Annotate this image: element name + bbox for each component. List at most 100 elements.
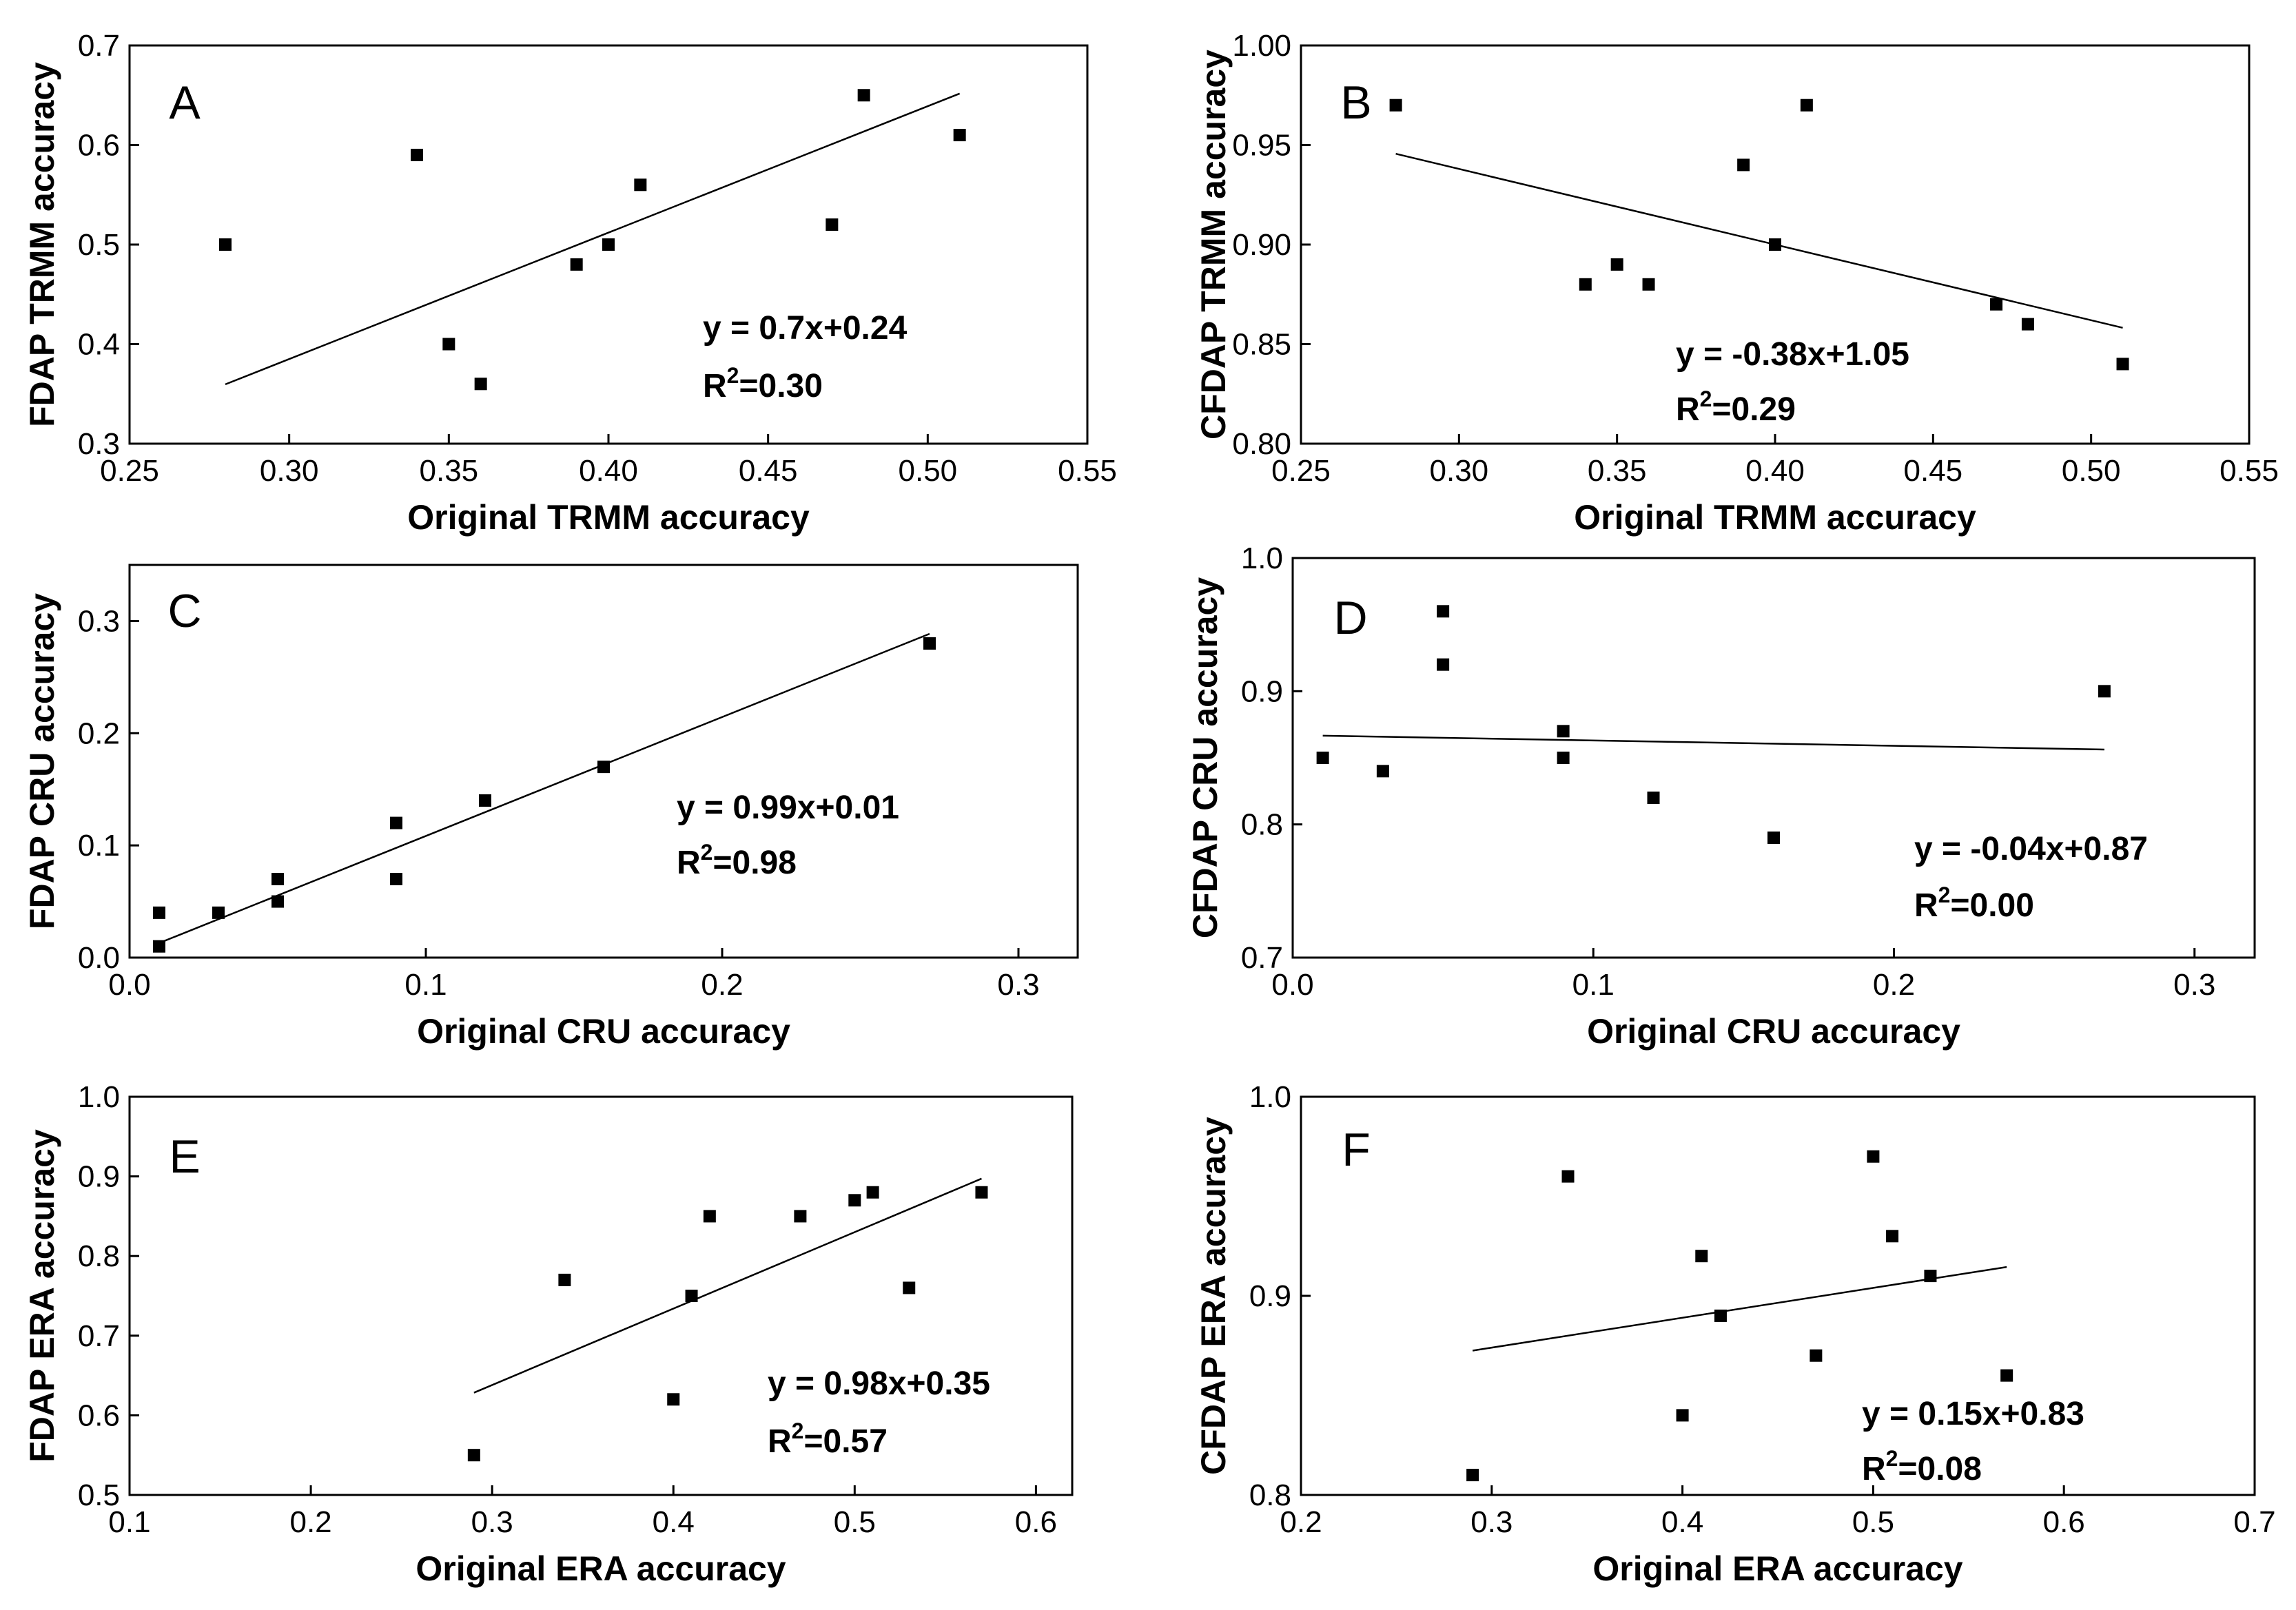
panel-f: 0.2 0.3 0.4 0.5 0.6 0.7 0.8 0.9 1.0 Original ERA … (1194, 1080, 2276, 1588)
plot-frame (128, 1095, 1074, 1496)
data-point (1316, 752, 1329, 764)
panel-letter: D (1333, 592, 1367, 644)
y-tick-label: 0.9 (1241, 674, 1283, 708)
x-tick-label: 0.3 (997, 968, 1039, 1002)
data-point (1886, 1230, 1899, 1243)
y-tick-label: 0.0 (78, 941, 120, 975)
x-tick-label: 0.40 (1745, 454, 1805, 488)
data-point (219, 238, 232, 251)
x-tick-label: 0.30 (260, 454, 319, 488)
data-point (685, 1290, 698, 1302)
panel-letter: C (167, 585, 201, 637)
data-point (667, 1393, 680, 1406)
data-point (411, 148, 423, 161)
y-tick-label: 0.9 (78, 1160, 120, 1194)
data-point (703, 1210, 716, 1223)
x-tick-label: 0.1 (404, 968, 447, 1002)
x-tick-label: 0.2 (289, 1505, 331, 1539)
y-axis-label: FDAP ERA accuracy (23, 1129, 61, 1463)
regression-line (225, 92, 961, 386)
y-tick-label: 0.5 (78, 1478, 120, 1512)
panel-c: 0.0 0.1 0.2 0.3 0.0 0.1 0.2 0.3 Original CRU acc… (23, 564, 1079, 1051)
plot-frame (1291, 557, 2256, 959)
y-axis-label: CFDAP CRU accuracy (1186, 577, 1224, 938)
r-squared-label: R2=0.08 (1862, 1446, 1982, 1487)
data-point (2116, 358, 2129, 371)
y-tick-label: 0.5 (78, 228, 120, 262)
data-point (1437, 658, 1450, 671)
y-tick-label: 1.0 (1241, 541, 1283, 575)
y-tick-label: 0.6 (78, 129, 120, 163)
x-tick-label: 0.0 (1271, 968, 1313, 1002)
panel-e: 0.1 0.2 0.3 0.4 0.5 0.6 0.5 0.6 0.7 0.8 0.9 1.0 Orig… (23, 1080, 1074, 1588)
regression-line (1322, 734, 2104, 751)
data-point (2021, 318, 2034, 331)
data-point (1389, 99, 1402, 112)
data-point (975, 1186, 988, 1199)
data-point (866, 1186, 879, 1199)
data-point (271, 873, 284, 885)
data-point (271, 895, 284, 908)
x-tick-label: 0.2 (701, 968, 743, 1002)
x-axis-label: Original CRU accuracy (417, 1012, 790, 1051)
y-tick-label: 0.1 (78, 829, 120, 863)
data-point (153, 940, 165, 953)
x-tick-label: 0.55 (2220, 454, 2279, 488)
regression-equation: y = -0.38x+1.05 (1676, 336, 1909, 373)
x-axis-label: Original TRMM accuracy (1574, 498, 1976, 537)
y-tick-label: 0.95 (1232, 129, 1291, 163)
regression-line (473, 1177, 982, 1394)
x-tick-label: 0.4 (653, 1505, 695, 1539)
panel-letter: F (1342, 1124, 1371, 1176)
x-tick-label: 0.4 (1661, 1505, 1703, 1539)
r-squared-label: R2=0.29 (1676, 386, 1796, 428)
x-tick-label: 0.25 (100, 454, 159, 488)
plot-frame (1300, 1095, 2256, 1496)
y-tick-label: 0.6 (78, 1399, 120, 1432)
y-tick-label: 0.8 (78, 1239, 120, 1273)
x-tick-label: 0.3 (2173, 968, 2215, 1002)
x-tick-label: 0.40 (579, 454, 638, 488)
regression-line (158, 632, 930, 944)
x-tick-label: 0.1 (1572, 968, 1615, 1002)
x-tick-label: 0.1 (108, 1505, 150, 1539)
panel-letter: E (169, 1131, 200, 1183)
x-tick-label: 0.6 (1015, 1505, 1057, 1539)
data-point (1924, 1270, 1937, 1283)
x-tick-label: 0.7 (2233, 1505, 2275, 1539)
panel-b: 0.25 0.30 0.35 0.40 0.45 0.50 0.55 0.80 0.85 0.90… (1194, 29, 2279, 537)
data-point (1610, 258, 1623, 271)
x-tick-label: 0.35 (1588, 454, 1647, 488)
data-point (1557, 752, 1570, 764)
y-tick-label: 0.2 (78, 716, 120, 750)
panel-d: 0.0 0.1 0.2 0.3 0.7 0.8 0.9 1.0 Original CRU acc… (1186, 541, 2256, 1051)
r-squared-label: R2=0.00 (1914, 883, 2034, 924)
x-tick-label: 0.30 (1430, 454, 1489, 488)
data-point (1647, 792, 1660, 804)
x-tick-label: 0.2 (1873, 968, 1915, 1002)
regression-equation: y = 0.99x+0.01 (677, 789, 899, 826)
y-tick-label: 0.8 (1241, 808, 1283, 842)
x-tick-label: 0.0 (108, 968, 150, 1002)
data-point (212, 906, 225, 919)
y-axis-label: CFDAP TRMM accuracy (1194, 50, 1233, 440)
data-point (848, 1194, 861, 1207)
data-point (903, 1281, 916, 1294)
plot-frame (128, 564, 1079, 959)
regression-equation: y = 0.15x+0.83 (1862, 1396, 2084, 1432)
x-tick-label: 0.3 (1470, 1505, 1513, 1539)
data-point (474, 378, 487, 391)
data-point (794, 1210, 807, 1223)
x-tick-label: 0.50 (2062, 454, 2121, 488)
data-point (1767, 832, 1780, 844)
x-tick-label: 0.45 (1904, 454, 1963, 488)
data-point (570, 258, 583, 271)
y-tick-label: 0.3 (78, 604, 120, 638)
data-point (1642, 278, 1655, 291)
x-axis-label: Original ERA accuracy (416, 1549, 786, 1588)
data-point (1557, 725, 1570, 738)
x-tick-label: 0.45 (739, 454, 798, 488)
data-point (953, 129, 966, 142)
data-point (479, 794, 491, 807)
